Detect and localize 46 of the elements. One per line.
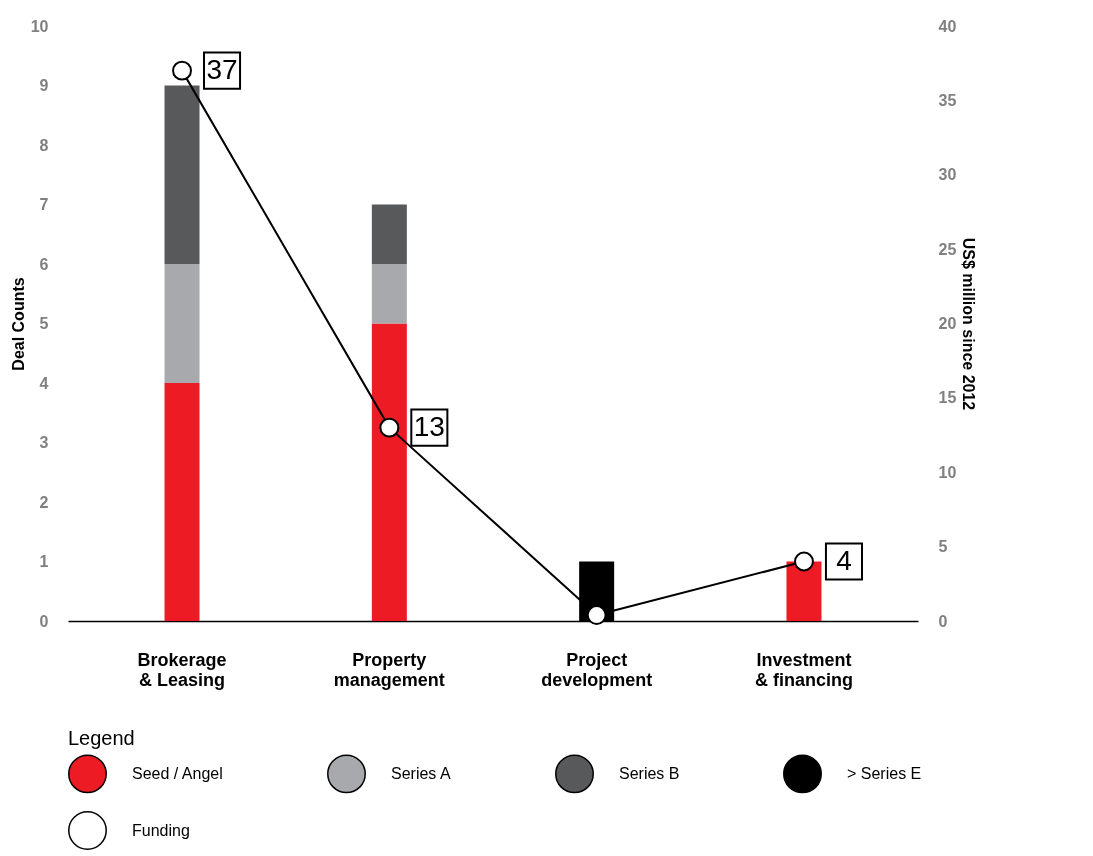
y2-tick-label: 20 xyxy=(938,315,957,332)
y2-tick-label: 10 xyxy=(938,463,957,481)
y-tick-label: 8 xyxy=(39,136,49,154)
legend-label: > Series E xyxy=(847,764,922,782)
y-tick-label: 10 xyxy=(30,17,49,35)
bar xyxy=(371,204,407,264)
bar xyxy=(371,264,407,324)
x-tick-label: Property management xyxy=(333,649,445,690)
point xyxy=(794,551,814,572)
y-tick-label: 7 xyxy=(39,196,49,213)
bar xyxy=(786,561,822,621)
x-tick-label: Brokerage & Leasing xyxy=(137,649,227,690)
x-tick-label: Project development xyxy=(541,649,653,690)
legend-label: Series A xyxy=(391,764,451,782)
y-tick-label: 6 xyxy=(39,255,49,273)
y-tick-label: 9 xyxy=(39,77,49,94)
y-tick-label: 1 xyxy=(39,553,49,570)
point xyxy=(379,417,400,438)
y2-tick-label: 25 xyxy=(938,240,957,258)
x-tick-label: Investment & financing xyxy=(754,649,853,690)
bar xyxy=(164,383,200,621)
y2-tick-label: 40 xyxy=(938,17,957,35)
bar xyxy=(164,85,200,264)
y2-tick-label: 35 xyxy=(938,91,957,109)
y2-tick-label: 15 xyxy=(938,389,957,407)
bar xyxy=(371,323,407,621)
legend-label: Seed / Angel xyxy=(132,764,223,782)
y-tick-label: 2 xyxy=(39,493,49,511)
bar xyxy=(164,264,200,383)
data-label: 37 xyxy=(206,53,238,85)
legend-label: Funding xyxy=(132,821,190,839)
data-label: 4 xyxy=(836,544,852,576)
point xyxy=(586,605,607,625)
y2-tick-label: 5 xyxy=(938,538,948,556)
y2-tick-label: 30 xyxy=(938,166,957,184)
y-tick-label: 5 xyxy=(39,315,49,332)
y-tick-label: 3 xyxy=(39,434,49,451)
y-tick-label: 0 xyxy=(39,612,49,630)
y2-tick-label: 0 xyxy=(938,612,948,630)
data-label: 13 xyxy=(413,410,445,442)
legend-label: Series B xyxy=(619,764,680,782)
y-axis-title: Deal Counts xyxy=(9,277,27,371)
point xyxy=(172,60,192,81)
y2-axis-title: US$ million since 2012 xyxy=(960,237,978,411)
y-tick-label: 4 xyxy=(39,374,49,392)
legend-title: Legend xyxy=(68,727,135,749)
